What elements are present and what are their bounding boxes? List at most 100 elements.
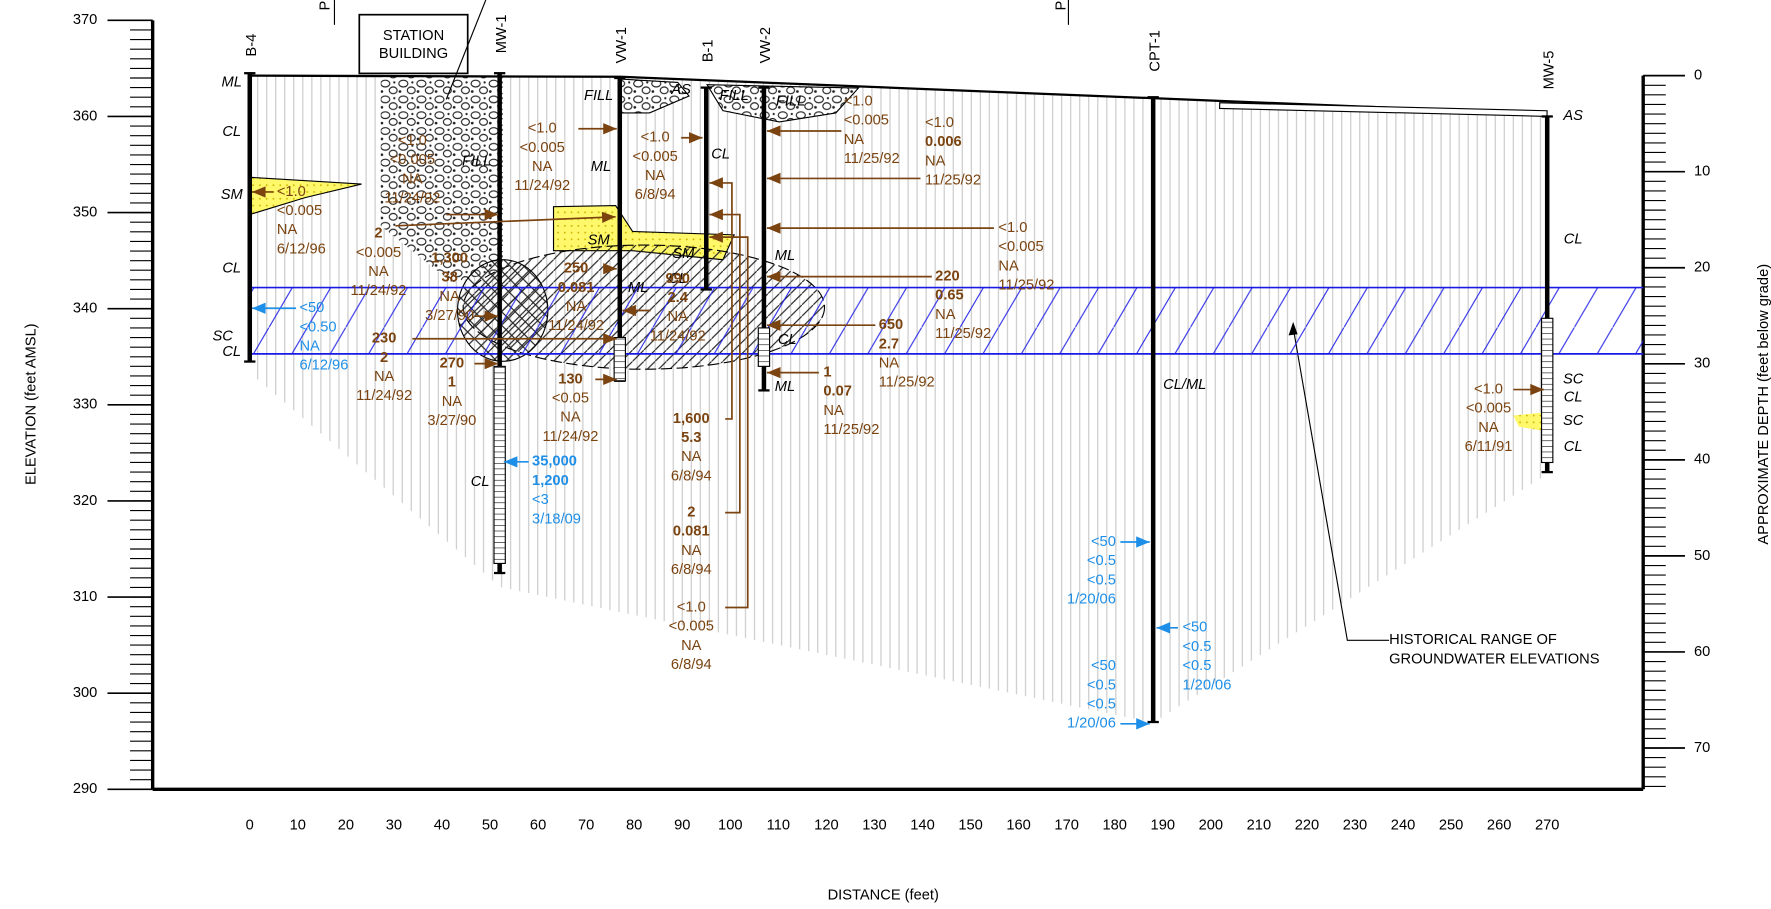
- annotation-line: 1,300: [431, 250, 468, 266]
- x-tick-label: 50: [482, 817, 498, 833]
- annotation-line: 35,000: [532, 454, 577, 470]
- building-label: BUILDING: [379, 46, 448, 62]
- fill-material: [706, 84, 860, 123]
- ground-surface: [249, 74, 1548, 116]
- annotation-line: <0.005: [1466, 401, 1511, 417]
- asphalt: [1219, 102, 1548, 117]
- annotation-line: NA: [925, 153, 946, 169]
- annotation-line: 11/24/92: [650, 328, 706, 344]
- annotation-line: 11/24/92: [351, 283, 407, 299]
- soil-label: FILL: [462, 153, 491, 169]
- boring-name: VW-1: [614, 27, 630, 63]
- annotation-line: NA: [823, 403, 844, 419]
- arrowhead: [766, 172, 781, 185]
- y2-tick-label: 30: [1694, 356, 1710, 372]
- annotation-line: <50: [1091, 658, 1116, 674]
- boring-name: B-1: [700, 39, 716, 62]
- annotation-arrow: [395, 215, 616, 227]
- x-tick-label: 200: [1199, 817, 1223, 833]
- annotation-line: <1.0: [398, 133, 427, 149]
- x-tick-label: 0: [246, 817, 254, 833]
- y2-tick-label: 50: [1694, 548, 1710, 564]
- annotation-line: 650: [879, 317, 903, 333]
- arrowhead: [709, 231, 723, 243]
- annotation-line: 6/12/96: [277, 241, 326, 257]
- y2-tick-label: 70: [1694, 740, 1710, 756]
- annotation-line: NA: [439, 289, 460, 305]
- annotation-line: NA: [998, 258, 1019, 274]
- annotation-line: 6/8/94: [635, 187, 676, 203]
- x-tick-label: 150: [958, 817, 982, 833]
- arrowhead: [601, 211, 616, 224]
- annotation-line: <0.005: [669, 619, 714, 635]
- annotation-line: NA: [532, 159, 553, 175]
- arrowhead: [1136, 536, 1150, 548]
- annotation-line: <1.0: [1474, 381, 1503, 397]
- groundwater-range: [249, 287, 1644, 354]
- annotation-line: NA: [402, 171, 423, 187]
- annotation-line: <1.0: [277, 184, 306, 200]
- x-tick-label: 220: [1295, 817, 1319, 833]
- annotation-arrow: [709, 213, 741, 514]
- annotation-line: 6/8/94: [671, 562, 712, 578]
- y2-axis-title: APPROXIMATE DEPTH (feet below grade): [1756, 264, 1771, 545]
- annotation-line: 1/20/06: [1067, 716, 1116, 732]
- annotation-line: 230: [372, 331, 396, 347]
- x-tick-label: 260: [1487, 817, 1511, 833]
- annotation-line: 1/20/06: [1067, 591, 1116, 607]
- annotation-line: NA: [560, 410, 581, 426]
- arrowhead: [252, 186, 266, 198]
- annotation-line: 3/27/90: [425, 308, 474, 324]
- annotation-line: <1.0: [677, 599, 706, 615]
- soil-label: CL: [222, 261, 241, 277]
- annotation-line: 270: [440, 355, 464, 371]
- x-tick-label: 80: [626, 817, 642, 833]
- x-tick-label: 250: [1439, 817, 1463, 833]
- annotation-line: 11/25/92: [879, 375, 935, 391]
- annotation-line: 11/25/92: [935, 326, 991, 342]
- sand-lens: [1513, 412, 1548, 432]
- soil-label: AS: [1562, 108, 1583, 124]
- annotation-line: 0.65: [935, 288, 964, 304]
- annotation-line: 990: [665, 271, 689, 287]
- arrowhead: [766, 222, 781, 234]
- x-tick-label: 170: [1054, 817, 1078, 833]
- annotation-line: 2: [687, 505, 695, 521]
- annotation-line: 2: [380, 350, 388, 366]
- marker: P: [1054, 1, 1070, 11]
- soil-label: CL: [711, 147, 730, 163]
- annotation-line: <50: [1091, 534, 1116, 550]
- arrowhead: [1136, 718, 1150, 730]
- y-tick-label: 330: [73, 397, 97, 413]
- annotation-line: 11/25/92: [844, 151, 900, 167]
- soil-label: CL: [778, 332, 797, 348]
- well-screen: [493, 365, 506, 564]
- arrowhead: [503, 456, 518, 468]
- y-tick-label: 310: [73, 589, 97, 605]
- x-tick-label: 190: [1151, 817, 1175, 833]
- annotation-line: <1.0: [925, 115, 954, 131]
- soil-label: FILL: [720, 88, 749, 104]
- soil-label: CL: [1564, 231, 1583, 247]
- annotation-line: NA: [668, 309, 689, 325]
- arrowhead: [603, 333, 617, 345]
- annotation-line: <0.005: [520, 140, 565, 156]
- arrowhead: [603, 373, 617, 386]
- soil-label: SM: [588, 232, 611, 248]
- x-tick-label: 100: [718, 817, 742, 833]
- boring-name: MW-1: [494, 14, 510, 53]
- annotation-line: <1.0: [641, 130, 670, 146]
- annotation-line: <1.0: [844, 94, 873, 110]
- annotation-line: <50: [1182, 620, 1207, 636]
- arrowhead: [622, 304, 636, 317]
- annotation-line: NA: [844, 132, 865, 148]
- x-axis-title: DISTANCE (feet): [828, 887, 939, 903]
- annotation-line: 11/24/92: [542, 429, 598, 445]
- soil-label: CL: [668, 271, 687, 287]
- fill-material: [380, 75, 503, 283]
- annotation-line: 38: [441, 270, 457, 286]
- annotation-line: NA: [935, 307, 956, 323]
- arrowhead: [766, 319, 781, 331]
- annotation-line: <0.5: [1087, 572, 1116, 588]
- annotation-line: 1,200: [532, 473, 569, 489]
